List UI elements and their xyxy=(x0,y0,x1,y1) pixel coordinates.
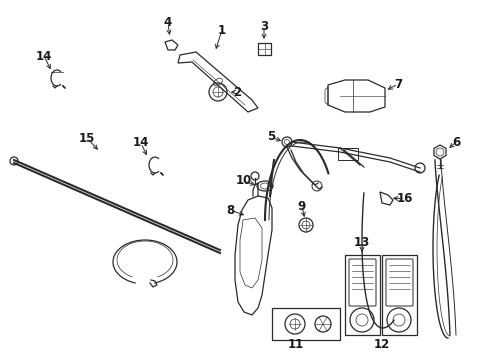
Text: 11: 11 xyxy=(287,338,304,351)
Text: 13: 13 xyxy=(353,235,369,248)
Text: 7: 7 xyxy=(393,77,401,90)
Text: 15: 15 xyxy=(79,131,95,144)
Text: 3: 3 xyxy=(260,19,267,32)
Text: 16: 16 xyxy=(396,193,412,206)
Text: 8: 8 xyxy=(225,203,234,216)
Text: 4: 4 xyxy=(163,17,172,30)
Text: 2: 2 xyxy=(232,85,241,99)
Text: 14: 14 xyxy=(133,136,149,149)
Text: 9: 9 xyxy=(297,199,305,212)
Text: 14: 14 xyxy=(36,49,52,63)
Text: 10: 10 xyxy=(235,175,252,188)
Text: 6: 6 xyxy=(451,135,459,148)
Text: 1: 1 xyxy=(218,23,225,36)
Text: 5: 5 xyxy=(266,130,275,144)
Text: 12: 12 xyxy=(373,338,389,351)
